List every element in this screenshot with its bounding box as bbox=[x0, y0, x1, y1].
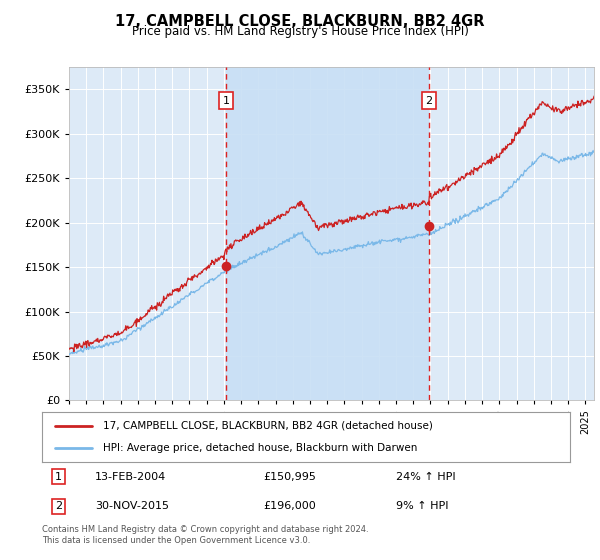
Text: 30-NOV-2015: 30-NOV-2015 bbox=[95, 501, 169, 511]
Text: 9% ↑ HPI: 9% ↑ HPI bbox=[396, 501, 448, 511]
Text: Price paid vs. HM Land Registry's House Price Index (HPI): Price paid vs. HM Land Registry's House … bbox=[131, 25, 469, 38]
Bar bbox=[226, 67, 429, 400]
Text: £150,995: £150,995 bbox=[264, 472, 317, 482]
Text: 17, CAMPBELL CLOSE, BLACKBURN, BB2 4GR: 17, CAMPBELL CLOSE, BLACKBURN, BB2 4GR bbox=[115, 14, 485, 29]
Text: This data is licensed under the Open Government Licence v3.0.: This data is licensed under the Open Gov… bbox=[42, 536, 310, 545]
Text: HPI: Average price, detached house, Blackburn with Darwen: HPI: Average price, detached house, Blac… bbox=[103, 443, 417, 453]
Text: 2: 2 bbox=[55, 501, 62, 511]
Text: 24% ↑ HPI: 24% ↑ HPI bbox=[396, 472, 455, 482]
Text: 17, CAMPBELL CLOSE, BLACKBURN, BB2 4GR (detached house): 17, CAMPBELL CLOSE, BLACKBURN, BB2 4GR (… bbox=[103, 421, 433, 431]
Text: 2: 2 bbox=[425, 96, 433, 105]
Text: 13-FEB-2004: 13-FEB-2004 bbox=[95, 472, 166, 482]
Text: Contains HM Land Registry data © Crown copyright and database right 2024.: Contains HM Land Registry data © Crown c… bbox=[42, 525, 368, 534]
Text: 1: 1 bbox=[55, 472, 62, 482]
Text: £196,000: £196,000 bbox=[264, 501, 317, 511]
Text: 1: 1 bbox=[223, 96, 229, 105]
